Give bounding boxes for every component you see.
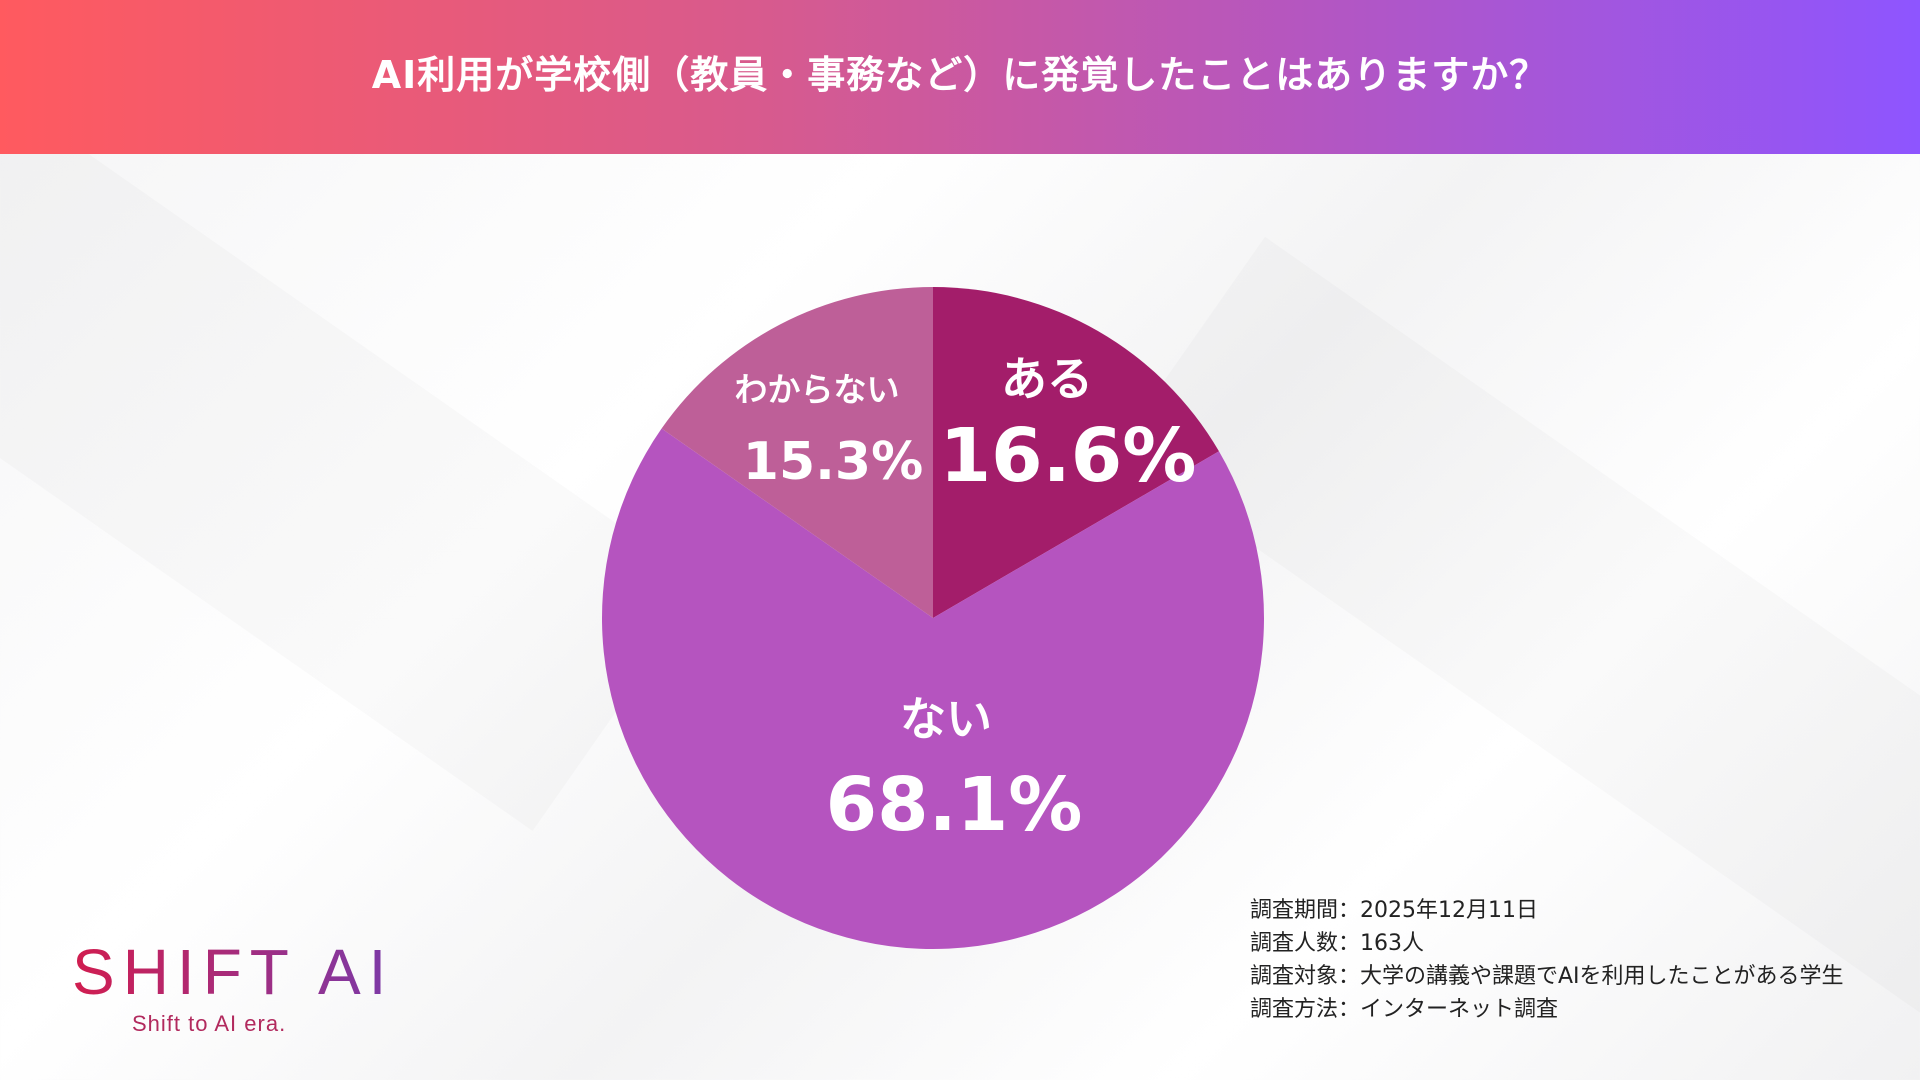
slice-label-nai: ない [900, 692, 992, 746]
note-count: 調査人数：163人 [1250, 931, 1424, 956]
note-target: 調査対象：大学の講義や課題でAIを利用したことがある学生 [1250, 964, 1844, 989]
slice-label-wakaranai: わからない [734, 370, 900, 409]
slice-nai [601, 428, 1264, 949]
survey-notes: 調査期間：2025年12月11日 調査人数：163人 調査対象：大学の講義や課題… [1250, 894, 1844, 1026]
logo-wordmark: SHIFT AI [72, 936, 395, 1008]
slice-label-aru: ある [1001, 352, 1093, 406]
slice-wakaranai [661, 287, 933, 618]
logo-tagline: Shift to AI era. [132, 1011, 287, 1036]
note-period: 調査期間：2025年12月11日 [1250, 898, 1538, 923]
slice-value-nai: 68.1% [825, 762, 1083, 848]
slice-value-wakaranai: 15.3% [742, 432, 924, 492]
chart-title: AI利用が学校側（教員・事務など）に発覚したことはありますか？ [371, 53, 1549, 97]
note-method: 調査方法：インターネット調査 [1250, 997, 1559, 1022]
slice-aru [933, 287, 1219, 618]
shift-ai-logo: SHIFT AI Shift to AI era. [72, 935, 394, 1037]
header-banner: AI利用が学校側（教員・事務など）に発覚したことはありますか？ [0, 0, 1920, 154]
slice-value-aru: 16.6% [939, 413, 1197, 499]
